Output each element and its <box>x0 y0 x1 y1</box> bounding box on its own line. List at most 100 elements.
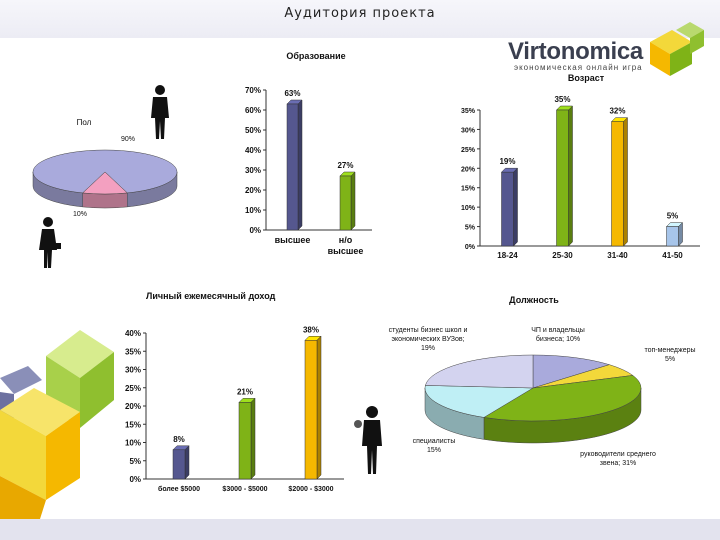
bar-side <box>184 445 190 480</box>
chart-title: Пол <box>77 118 92 127</box>
x-tick-label: 18-24 <box>497 251 518 260</box>
y-tick-label: 15% <box>461 186 476 193</box>
y-tick-label: 10% <box>461 205 476 212</box>
bar <box>556 109 569 247</box>
pie-slice <box>483 375 642 422</box>
businessman-puzzle-icon <box>354 406 382 474</box>
bar-side <box>350 171 356 231</box>
x-tick-label: 41-50 <box>662 251 683 260</box>
pie-slice <box>425 354 534 389</box>
y-tick-label: 40% <box>125 329 141 338</box>
data-label: 63% <box>284 89 300 98</box>
data-label: 90% <box>121 136 135 143</box>
y-tick-label: 35% <box>461 108 476 115</box>
y-tick-label: 15% <box>125 420 141 429</box>
logo-name: Virtonomica <box>508 38 643 65</box>
slice-label: экономических ВУЗов; <box>391 336 464 343</box>
y-tick-label: 30% <box>461 127 476 134</box>
data-label: 27% <box>337 161 353 170</box>
data-label: 32% <box>609 107 625 116</box>
x-tick-label: $2000 - $3000 <box>288 486 333 493</box>
pie-slice <box>82 171 128 195</box>
x-tick-label: $3000 - $5000 <box>222 486 267 493</box>
logo: Virtonomica экономическая онлайн игра <box>508 38 643 72</box>
businessman-icon <box>151 85 169 139</box>
slice-label: руководители среднего <box>580 451 656 458</box>
y-tick-label: 20% <box>461 166 476 173</box>
slice-label: 15% <box>427 447 441 454</box>
y-tick-label: 0% <box>465 244 476 251</box>
bar-side <box>678 221 683 247</box>
bar <box>339 175 352 231</box>
data-label: 21% <box>237 387 253 396</box>
chart-title: Должность <box>509 295 559 305</box>
y-tick-label: 40% <box>245 146 261 155</box>
footer-bar <box>0 519 720 540</box>
y-tick-label: 5% <box>129 457 141 466</box>
page-title: Аудитория проекта <box>284 6 436 21</box>
y-tick-label: 10% <box>245 206 261 215</box>
bar <box>611 121 624 247</box>
slice-label: звена; 31% <box>600 460 636 467</box>
x-tick-label: 25-30 <box>552 251 573 260</box>
chart-title: Личный ежемесячный доход <box>146 291 276 301</box>
bar <box>304 340 318 480</box>
bar-side <box>623 117 628 247</box>
bar-side <box>297 99 303 231</box>
slice-label: бизнеса; 10% <box>536 335 580 343</box>
bar-side <box>568 105 573 247</box>
bar <box>172 449 186 480</box>
y-tick-label: 20% <box>245 186 261 195</box>
chart-gender: Пол 90% 10% <box>32 118 178 218</box>
slice-label: ЧП и владельцы <box>531 327 585 334</box>
y-tick-label: 30% <box>125 366 141 375</box>
data-label: 10% <box>73 211 87 218</box>
x-tick-label: высшее <box>275 235 311 245</box>
data-label: 8% <box>173 435 185 444</box>
x-tick-label: более $5000 <box>158 485 200 493</box>
header-bar <box>0 0 720 38</box>
y-tick-label: 0% <box>129 475 141 484</box>
pie-slice <box>532 354 611 389</box>
y-tick-label: 25% <box>125 384 141 393</box>
y-tick-label: 5% <box>465 225 476 232</box>
chart-title: Возраст <box>568 73 605 83</box>
y-tick-label: 10% <box>125 439 141 448</box>
chart-title: Образование <box>286 51 345 61</box>
chart-education: Образование 0% 10% 20% 30% 40% 50% 60% 70% 63% выс… <box>245 51 372 256</box>
y-tick-label: 30% <box>245 166 261 175</box>
x-tick-label: высшее <box>328 246 364 256</box>
chart-income: Личный ежемесячный доход 0% 5% 10% 15% 20% 25%… <box>125 291 344 493</box>
bar-side <box>513 167 518 247</box>
logo-tagline: экономическая онлайн игра <box>514 63 643 72</box>
decorative-cubes-icon <box>0 330 114 519</box>
businesswoman-icon <box>39 217 61 268</box>
bar <box>286 103 299 231</box>
pie-slice <box>424 385 534 418</box>
bar <box>501 171 514 247</box>
slice-label: студенты бизнес школ и <box>389 326 468 334</box>
y-tick-label: 35% <box>125 347 141 356</box>
y-tick-label: 50% <box>245 126 261 135</box>
y-tick-label: 70% <box>245 86 261 95</box>
slice-label: специалисты <box>413 438 456 445</box>
slice-label: 19% <box>421 345 435 352</box>
x-tick-label: н/о <box>339 235 353 245</box>
data-label: 19% <box>499 157 515 166</box>
bar <box>238 402 252 480</box>
pie-slice <box>32 149 178 194</box>
y-tick-label: 20% <box>125 402 141 411</box>
logo-cube-icon <box>650 22 704 76</box>
y-tick-label: 25% <box>461 147 476 154</box>
y-tick-label: 0% <box>249 226 261 235</box>
bar <box>666 226 679 247</box>
data-label: 35% <box>554 95 570 104</box>
chart-age: Возраст 0% 5% 10% 15% 20% 25% 30% 35% 19% 18-24 35%… <box>461 73 700 260</box>
data-label: 5% <box>667 212 679 221</box>
slice-label: 5% <box>665 356 675 363</box>
x-tick-label: 31-40 <box>607 251 628 260</box>
bar-side <box>250 397 256 480</box>
pie-slice-side <box>82 192 128 209</box>
y-tick-label: 60% <box>245 106 261 115</box>
